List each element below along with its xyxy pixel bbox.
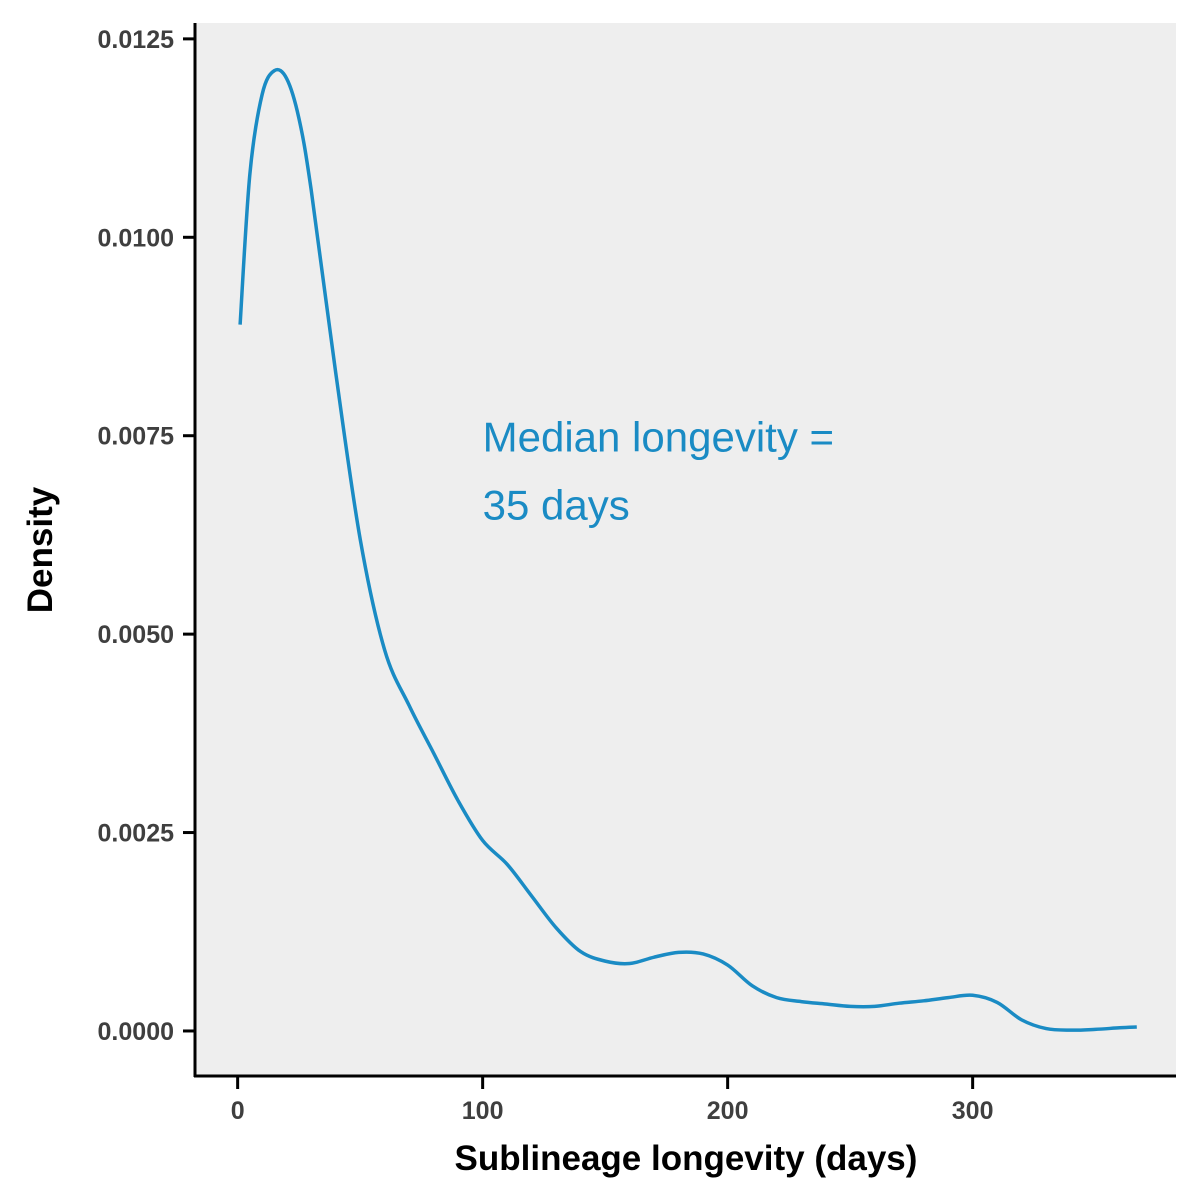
chart-marks: [238, 67, 1137, 1032]
x-tick-label: 100: [462, 1097, 504, 1125]
x-tick-label: 300: [952, 1097, 994, 1125]
y-tick-label: 0.0075: [98, 423, 175, 451]
x-tick-label: 200: [707, 1097, 749, 1125]
axis-ticks: 0 100 200 300 0.0000 0.0025 0.0050 0.0075 0.0100…: [98, 26, 994, 1125]
x-tick-label: 0: [231, 1097, 245, 1125]
annotation-line-1: Median longevity =: [483, 414, 834, 461]
density-line-series-0: [238, 67, 1137, 1032]
median-annotation: Median longevity = 35 days: [483, 414, 834, 529]
x-axis-title: Sublineage longevity (days): [455, 1139, 918, 1178]
y-tick-label: 0.0000: [98, 1018, 174, 1046]
y-axis-title: Density: [21, 486, 60, 613]
y-tick-label: 0.0125: [98, 26, 175, 54]
panel-background: [196, 23, 1176, 1077]
y-tick-label: 0.0025: [98, 820, 175, 848]
annotation-line-2: 35 days: [483, 482, 630, 529]
y-tick-label: 0.0050: [98, 621, 174, 649]
y-tick-label: 0.0100: [98, 224, 174, 252]
